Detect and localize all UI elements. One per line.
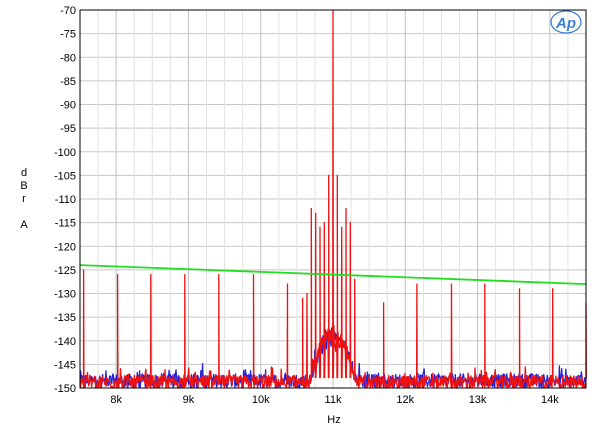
y-tick-label: -140 bbox=[54, 336, 76, 348]
y-tick-label: -70 bbox=[60, 5, 76, 17]
y-tick-label: -100 bbox=[54, 147, 76, 159]
y-tick-label: -115 bbox=[55, 218, 76, 230]
y-axis-label-char: r bbox=[22, 193, 26, 205]
x-tick-label: 8k bbox=[110, 394, 122, 406]
y-tick-label: -125 bbox=[54, 265, 76, 277]
x-tick-label: 11k bbox=[325, 394, 342, 406]
series-line-2 bbox=[79, 9, 587, 389]
y-tick-label: -75 bbox=[60, 29, 76, 41]
y-tick-label: -85 bbox=[60, 76, 76, 88]
plot-frame bbox=[79, 9, 587, 389]
y-tick-label: -145 bbox=[54, 359, 76, 371]
series-layer bbox=[79, 9, 587, 389]
x-tick-label: 14k bbox=[541, 394, 559, 406]
x-axis-label: Hz bbox=[327, 414, 340, 426]
x-tick-label: 10k bbox=[252, 394, 270, 406]
x-tick-label: 13k bbox=[469, 394, 487, 406]
y-axis-label-char: B bbox=[20, 180, 27, 192]
y-tick-label: -150 bbox=[54, 383, 76, 395]
y-tick-label: -130 bbox=[54, 289, 76, 301]
y-axis-label: dBr A bbox=[20, 167, 28, 231]
ap-logo: Ap bbox=[550, 10, 582, 34]
y-tick-label: -110 bbox=[55, 194, 76, 206]
logo-ring bbox=[550, 10, 582, 34]
y-tick-label: -120 bbox=[54, 241, 76, 253]
y-tick-label: -105 bbox=[54, 170, 76, 182]
x-tick-label: 12k bbox=[396, 394, 414, 406]
series-line-3 bbox=[79, 264, 587, 285]
x-tick-labels: 8k 9k 10k 11k 12k 13k 14k bbox=[110, 394, 559, 406]
y-tick-label: -135 bbox=[54, 312, 76, 324]
logo-text: Ap bbox=[555, 15, 576, 32]
y-axis-label-char: A bbox=[20, 219, 28, 231]
y-tick-label: -95 bbox=[60, 123, 76, 135]
y-tick-label: -90 bbox=[60, 100, 76, 112]
y-tick-label: -80 bbox=[60, 52, 76, 64]
y-tick-labels: -70 -75 -80 -85 -90 -95 -100 -105 -110 -115 -120 -1… bbox=[54, 5, 76, 395]
x-tick-label: 9k bbox=[183, 394, 195, 406]
y-axis-label-char: d bbox=[21, 167, 27, 179]
